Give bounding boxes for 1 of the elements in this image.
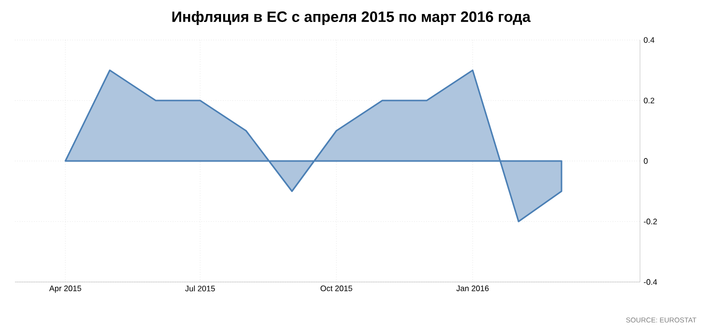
chart-title: Инфляция в ЕС с апреля 2015 по март 2016 года: [172, 11, 531, 25]
